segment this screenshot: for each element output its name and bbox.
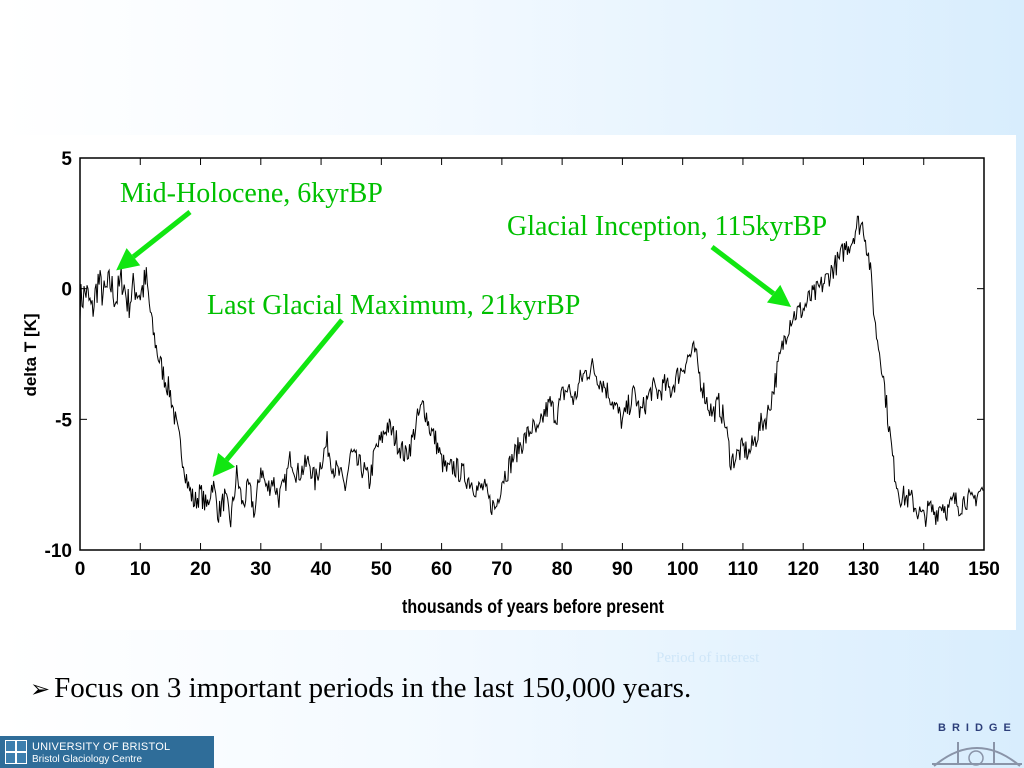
y-axis-label: delta T [K] xyxy=(21,313,40,396)
annotation-arrow-head xyxy=(212,452,236,477)
x-tick-label: 130 xyxy=(848,559,880,580)
chart-panel: 0 10 20 30 40 50 60 70 80 90 100 110 120 130 140 150 5 0-… xyxy=(14,135,1016,630)
y-tick-label: 0 xyxy=(61,280,72,301)
plot-frame xyxy=(79,157,985,551)
faint-period-text: Period of interest xyxy=(656,650,760,666)
x-tick-label: 40 xyxy=(310,559,331,580)
annotation-arrow-head xyxy=(116,248,141,271)
arrow-bullet-icon: ➢ xyxy=(30,677,51,703)
bridge-logo: BRIDGE xyxy=(930,718,1024,768)
x-tick-label: 150 xyxy=(968,559,1000,580)
x-tick-label: 90 xyxy=(612,559,633,580)
axis-ticks xyxy=(79,157,985,551)
x-tick-label: 0 xyxy=(75,559,86,580)
plot-border xyxy=(79,157,985,551)
university-of-bristol-logo: UNIVERSITY OF BRISTOL Bristol Glaciology… xyxy=(0,736,214,768)
x-tick-label: 60 xyxy=(431,559,452,580)
annotation-arrows xyxy=(116,210,792,477)
x-tick-label: 70 xyxy=(491,559,512,580)
x-tick-label: 120 xyxy=(787,559,819,580)
x-tick-label: 10 xyxy=(130,559,151,580)
x-tick-label: 110 xyxy=(728,559,759,580)
annotation-glacial-inception: Glacial Inception, 115kyrBP xyxy=(507,211,828,242)
university-name: UNIVERSITY OF BRISTOL xyxy=(32,741,171,753)
temperature-chart: 0 10 20 30 40 50 60 70 80 90 100 110 120 130 140 15050-… xyxy=(21,149,1000,618)
x-tick-label: 30 xyxy=(250,559,271,580)
y-tick-label: 5 xyxy=(61,149,72,170)
x-tick-label: 100 xyxy=(667,559,699,580)
bridge-icon xyxy=(932,742,1022,767)
centre-name: Bristol Glaciology Centre xyxy=(32,754,143,765)
bristol-crest-icon xyxy=(5,740,27,764)
x-tick-label: 140 xyxy=(908,559,940,580)
x-tick-label: 80 xyxy=(552,559,573,580)
annotation-arrow-shaft xyxy=(224,318,344,462)
annotation-last-glacial-maximum: Last Glacial Maximum, 21kyrBP xyxy=(207,290,581,321)
bullet-text: Focus on 3 important periods in the last… xyxy=(54,672,692,704)
annotation-mid-holocene: Mid-Holocene, 6kyrBP xyxy=(120,178,383,209)
y-tick-label: -5 xyxy=(55,410,72,431)
axis-tick-labels: 0 10 20 30 40 50 60 70 80 90 100 110 120 130 140 15050-… xyxy=(45,149,1000,580)
x-tick-label: 20 xyxy=(190,559,211,580)
bridge-wordmark: BRIDGE xyxy=(938,722,1017,734)
y-tick-label: -10 xyxy=(45,541,72,562)
bullet-point: ➢ Focus on 3 important periods in the las… xyxy=(30,672,691,705)
x-tick-label: 50 xyxy=(371,559,392,580)
annotation-arrow-head xyxy=(766,284,792,307)
annotation-arrow-shaft xyxy=(710,245,776,296)
annotation-arrow-shaft xyxy=(131,210,192,259)
delta-t-series-line xyxy=(79,215,985,528)
x-axis-label: thousands of years before present xyxy=(402,597,665,618)
